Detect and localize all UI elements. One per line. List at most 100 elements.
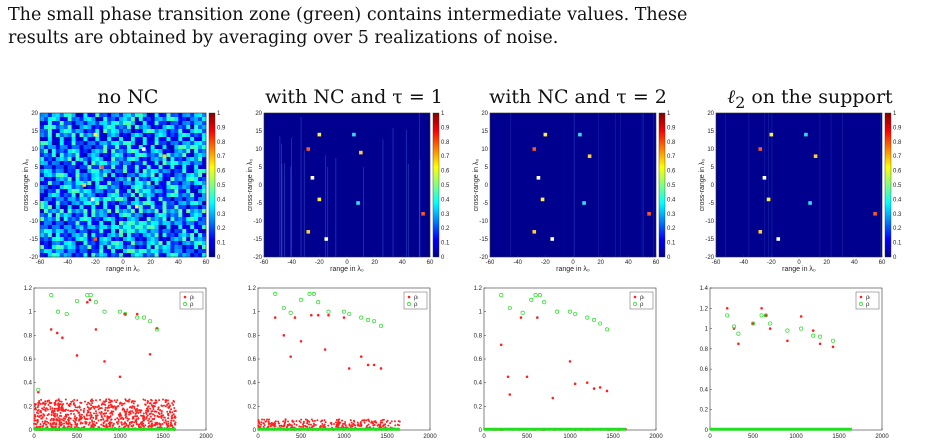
y-tick-label: 0 bbox=[479, 428, 483, 434]
noise-cell bbox=[67, 249, 72, 254]
noise-cell bbox=[126, 237, 132, 242]
noise-cell bbox=[186, 205, 191, 210]
noise-cell bbox=[130, 205, 136, 210]
noise-cell bbox=[115, 221, 120, 226]
noise-cell bbox=[83, 197, 88, 202]
noise-cell bbox=[79, 133, 84, 138]
noise-point bbox=[106, 406, 109, 409]
noise-cell bbox=[150, 129, 155, 134]
noise-cell bbox=[182, 125, 187, 130]
noise-cell bbox=[71, 229, 76, 234]
x-tick-label: 60 bbox=[203, 260, 210, 266]
noise-cell bbox=[162, 245, 167, 250]
data-point-rho-l bbox=[148, 352, 152, 356]
panel-title-1: no NC bbox=[97, 86, 159, 108]
noise-cell bbox=[83, 193, 88, 198]
noise-cell bbox=[146, 121, 151, 126]
noise-cell bbox=[190, 253, 195, 258]
noise-cell bbox=[119, 241, 124, 246]
noise-cell bbox=[87, 125, 92, 130]
noise-point bbox=[96, 414, 99, 417]
noise-cell bbox=[138, 129, 144, 134]
noise-cell bbox=[123, 129, 128, 134]
noise-cell bbox=[150, 181, 155, 186]
noise-cell bbox=[178, 249, 183, 254]
noise-cell bbox=[166, 221, 171, 226]
data-point-rho bbox=[542, 300, 547, 305]
noise-point bbox=[86, 409, 89, 412]
noise-cell bbox=[174, 157, 179, 162]
noise-point bbox=[45, 417, 48, 420]
noise-cell bbox=[99, 197, 104, 202]
noise-point bbox=[110, 400, 113, 403]
noise-cell bbox=[170, 117, 175, 122]
noise-cell bbox=[103, 177, 108, 182]
noise-cell bbox=[134, 237, 140, 242]
noise-cell bbox=[166, 225, 171, 230]
noise-cell bbox=[142, 121, 148, 126]
noise-cell bbox=[123, 161, 128, 166]
noise-cell bbox=[87, 117, 92, 122]
noise-cell bbox=[158, 193, 163, 198]
noise-cell bbox=[83, 173, 88, 178]
noise-cell bbox=[43, 169, 49, 174]
scatter-frame bbox=[483, 287, 657, 431]
scatterer-point bbox=[359, 150, 363, 155]
noise-cell bbox=[91, 237, 96, 242]
noise-point bbox=[54, 423, 57, 426]
noise-cell bbox=[95, 213, 100, 218]
noise-cell bbox=[198, 225, 203, 230]
noise-cell bbox=[194, 201, 199, 206]
noise-cell bbox=[95, 177, 100, 182]
noise-cell bbox=[99, 153, 104, 158]
noise-cell bbox=[115, 113, 120, 118]
noise-cell bbox=[63, 221, 68, 226]
noise-cell bbox=[186, 185, 191, 190]
noise-cell bbox=[182, 217, 187, 222]
noise-point bbox=[349, 426, 352, 429]
noise-point bbox=[41, 416, 44, 419]
data-point-rho bbox=[102, 309, 107, 314]
noise-cell bbox=[138, 209, 144, 214]
noise-cell bbox=[202, 121, 207, 126]
scatterer-point bbox=[162, 154, 167, 158]
y-tick-label: -5 bbox=[257, 201, 263, 207]
noise-cell bbox=[87, 177, 92, 182]
noise-point bbox=[87, 407, 90, 410]
y-tick-label: 0.8 bbox=[474, 333, 483, 339]
noise-cell bbox=[71, 141, 76, 146]
noise-point bbox=[292, 420, 295, 423]
noise-cell bbox=[79, 161, 84, 166]
noise-cell bbox=[126, 205, 132, 210]
noise-cell bbox=[103, 225, 108, 230]
ell-subscript: 2 bbox=[735, 92, 746, 112]
x-tick-label: 20 bbox=[371, 260, 378, 266]
noise-cell bbox=[40, 129, 45, 134]
data-point-rho-l bbox=[764, 314, 768, 317]
noise-cell bbox=[166, 205, 171, 210]
noise-cell bbox=[202, 185, 207, 190]
noise-cell bbox=[182, 137, 187, 142]
noise-cell bbox=[75, 189, 80, 194]
noise-cell bbox=[99, 181, 104, 186]
noise-point bbox=[54, 407, 57, 410]
noise-point bbox=[334, 421, 337, 424]
noise-point bbox=[102, 413, 105, 416]
scatterer-point bbox=[82, 183, 87, 187]
noise-cell bbox=[99, 193, 104, 198]
scatterer-point bbox=[532, 147, 537, 151]
noise-cell bbox=[63, 193, 68, 198]
noise-cell bbox=[75, 161, 80, 166]
noise-cell bbox=[87, 181, 92, 186]
noise-point bbox=[282, 420, 285, 423]
noise-cell bbox=[99, 201, 104, 206]
noise-point bbox=[76, 399, 79, 402]
noise-cell bbox=[91, 205, 96, 210]
noise-cell bbox=[134, 177, 140, 182]
data-point-rho-l bbox=[551, 396, 555, 400]
noise-cell bbox=[198, 209, 203, 214]
noise-cell bbox=[146, 189, 151, 194]
noise-cell bbox=[138, 157, 144, 162]
noise-cell bbox=[43, 185, 49, 190]
